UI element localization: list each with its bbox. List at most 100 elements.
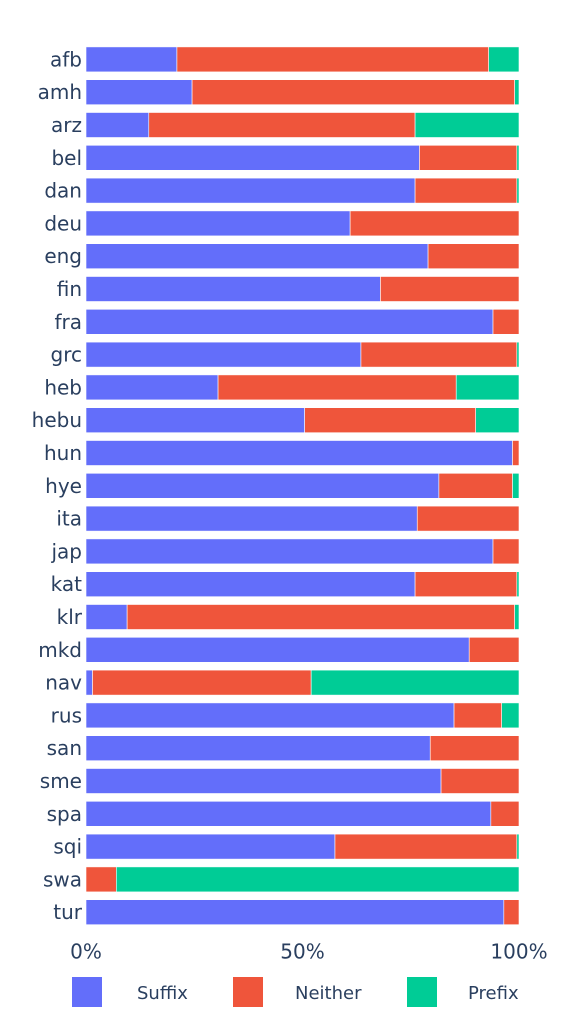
legend-label-suffix[interactable]: Suffix [137,983,188,1004]
bar-suffix-eng [85,243,429,269]
bar-suffix-kat [85,571,416,598]
bar-prefix-hebu [475,407,520,434]
category-label-kat: kat [51,572,82,596]
bar-neither-fra [492,308,520,335]
bar-prefix-kat [516,571,520,598]
bar-suffix-fra [85,308,494,335]
legend: Suffix Neither Prefix [72,977,519,1007]
category-label-afb: afb [50,47,82,71]
category-label-deu: deu [44,211,82,235]
legend-swatch-prefix[interactable] [407,977,437,1007]
bar-neither-hye [438,472,513,499]
bar-prefix-arz [414,112,520,138]
bar-suffix-nav [85,669,93,696]
legend-swatch-neither[interactable] [233,977,263,1007]
category-label-ita: ita [56,507,82,531]
x-tick-label: 100% [490,940,547,964]
bar-neither-tur [503,899,520,926]
bar-prefix-grc [516,341,520,368]
legend-label-neither[interactable]: Neither [295,983,362,1004]
bar-suffix-hebu [85,407,305,434]
category-label-sme: sme [40,769,82,793]
bar-suffix-deu [85,210,351,237]
bar-neither-swa [85,866,117,893]
bar-neither-sqi [334,833,518,860]
bar-neither-klr [126,604,515,630]
category-labels: afb amh arz bel dan deu eng fin fra grc heb hebu hun… [32,47,83,924]
bar-suffix-hun [85,440,513,466]
bar-prefix-nav [310,669,520,696]
category-label-spa: spa [47,802,82,826]
bar-prefix-bel [516,145,520,171]
bar-suffix-klr [85,604,128,630]
bar-neither-mkd [468,636,520,663]
category-label-fin: fin [57,277,82,301]
category-label-rus: rus [51,703,82,727]
bar-suffix-hye [85,472,440,499]
bar-suffix-ita [85,505,418,532]
category-label-hebu: hebu [32,408,82,432]
bar-neither-grc [360,341,518,368]
bar-suffix-afb [85,46,178,73]
bar-neither-kat [414,571,518,598]
bar-suffix-tur [85,899,505,926]
category-label-dan: dan [44,179,82,203]
bar-neither-sme [440,768,520,794]
bars-group [85,46,520,926]
category-label-amh: amh [38,80,82,104]
x-tick-label: 0% [70,940,102,964]
bar-prefix-swa [116,866,520,893]
legend-label-prefix[interactable]: Prefix [468,983,519,1004]
bar-neither-nav [92,669,312,696]
bar-prefix-rus [501,702,520,729]
category-label-heb: heb [44,375,82,399]
bar-neither-deu [349,210,520,237]
bar-neither-afb [176,46,489,73]
bar-prefix-heb [455,374,520,401]
category-label-bel: bel [51,146,82,170]
x-tick-label: 50% [280,940,324,964]
bar-suffix-fin [85,276,381,302]
bar-neither-ita [416,505,520,532]
category-label-grc: grc [51,343,82,367]
bar-suffix-mkd [85,636,470,663]
category-label-nav: nav [45,671,82,695]
x-axis-ticks: 0% 50% 100% [70,940,547,964]
bar-suffix-arz [85,112,150,138]
category-label-klr: klr [57,605,83,629]
bar-neither-hun [512,440,520,466]
legend-swatch-suffix[interactable] [72,977,102,1007]
bar-prefix-dan [516,177,520,204]
bar-neither-rus [453,702,502,729]
bar-suffix-bel [85,145,420,171]
bar-neither-fin [380,276,520,302]
bar-suffix-sme [85,768,442,794]
bar-suffix-jap [85,538,494,565]
category-label-hye: hye [45,474,82,498]
category-label-hun: hun [44,441,82,465]
bar-prefix-hye [512,472,520,499]
category-label-jap: jap [50,539,82,563]
category-label-fra: fra [54,310,82,334]
bar-suffix-heb [85,374,219,401]
bar-suffix-amh [85,79,193,105]
bar-suffix-grc [85,341,362,368]
bar-neither-arz [148,112,416,138]
bar-suffix-sqi [85,833,336,860]
bar-neither-hebu [304,407,477,434]
bar-suffix-dan [85,177,416,204]
bar-neither-spa [490,800,520,827]
bar-suffix-rus [85,702,455,729]
bar-prefix-sqi [516,833,520,860]
category-label-eng: eng [44,244,82,268]
bar-neither-heb [217,374,457,401]
bar-neither-san [429,735,520,762]
bar-suffix-spa [85,800,492,827]
bar-suffix-san [85,735,431,762]
bar-neither-jap [492,538,520,565]
bar-neither-bel [419,145,518,171]
category-label-mkd: mkd [38,638,82,662]
bar-neither-dan [414,177,518,204]
